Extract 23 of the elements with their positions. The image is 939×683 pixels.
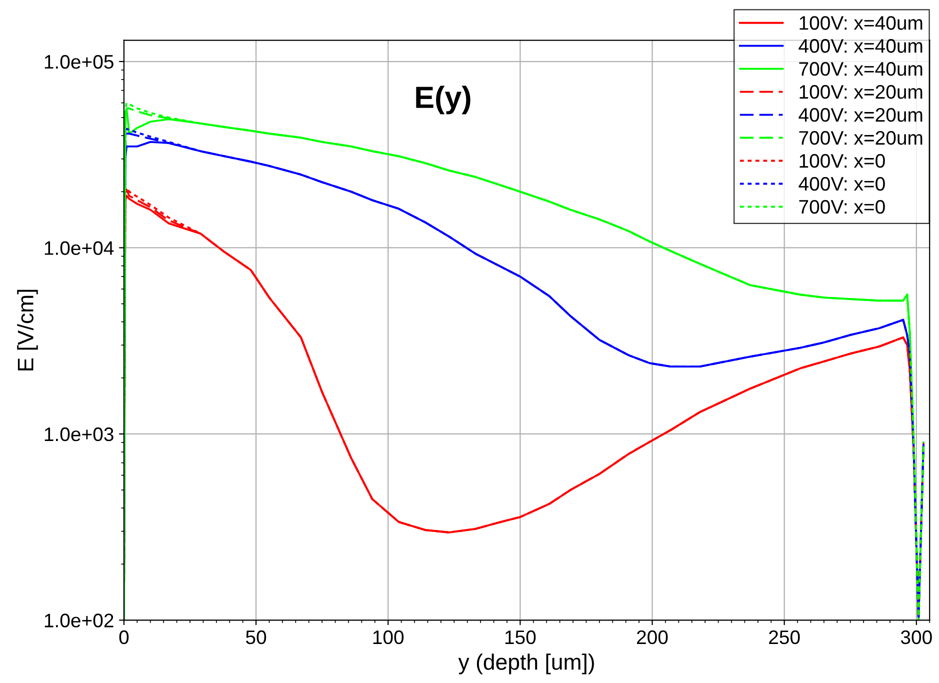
x-tick-label: 300 xyxy=(900,630,932,644)
text: E(y) xyxy=(416,86,470,114)
y-tick-label: 1.0e+04 xyxy=(44,241,114,255)
legend-label: 700V: x=0 xyxy=(799,200,885,214)
y-axis-title: E [V/cm] xyxy=(17,290,38,370)
legend-label: 100V: x=0 xyxy=(800,154,885,168)
y-tick-label: 1.0e+05 xyxy=(44,54,114,69)
y-tick-label: 1.0e+02 xyxy=(44,614,114,628)
legend-label: 400V: x=40um xyxy=(798,39,922,53)
legend-label: 100V: x=20um xyxy=(800,85,922,99)
x-tick-label: 250 xyxy=(769,630,800,644)
x-tick-label: 50 xyxy=(246,630,266,644)
legend-label: 400V: x=20um xyxy=(798,108,922,122)
x-tick-label: 200 xyxy=(637,630,668,644)
x-tick-label: 150 xyxy=(505,630,536,644)
legend-label: 700V: x=40um xyxy=(799,62,922,76)
x-tick-label: 0 xyxy=(119,630,129,644)
legend-label: 400V: x=0 xyxy=(798,176,885,191)
legend-label: 700V: x=20um xyxy=(799,131,922,145)
x-axis-title: y (depth [um]) xyxy=(458,654,594,674)
y-tick-label: 1.0e+03 xyxy=(44,427,114,442)
x-tick-label: 100 xyxy=(373,630,404,644)
legend-label: 100V: x=40um xyxy=(800,16,922,30)
